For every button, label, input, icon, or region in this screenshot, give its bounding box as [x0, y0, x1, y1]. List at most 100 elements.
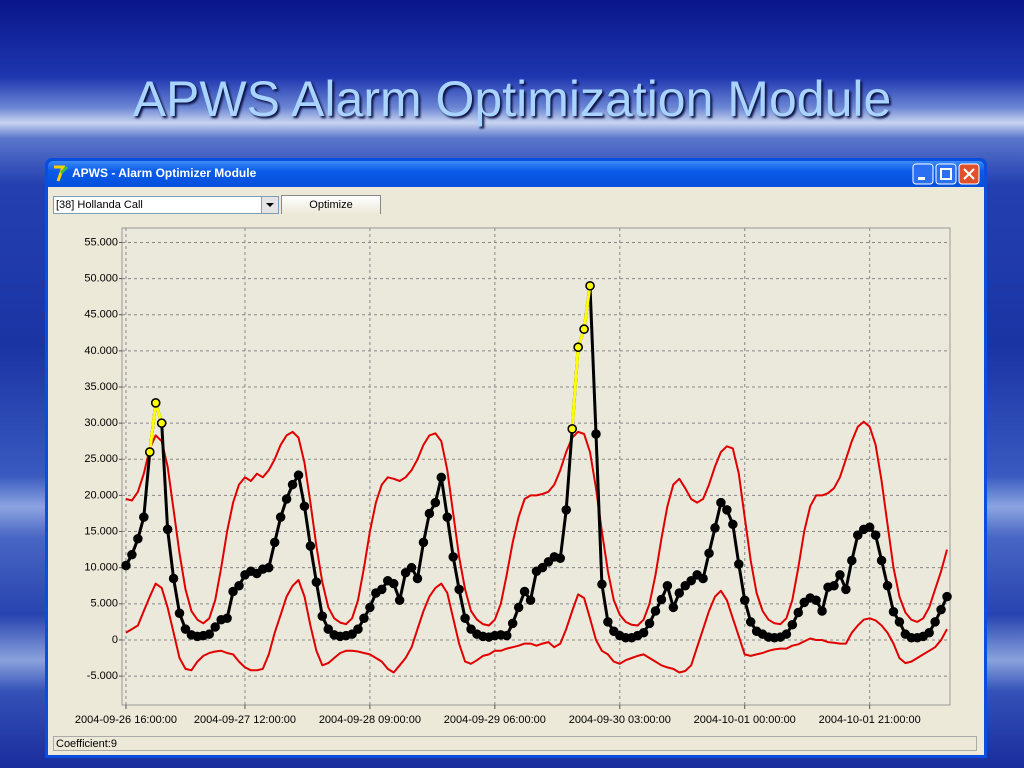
data-point: [674, 588, 685, 598]
y-tick-label: 30.000: [84, 417, 118, 429]
data-point: [234, 581, 244, 591]
x-tick-label: 2004-09-28 09:00:00: [319, 714, 421, 726]
data-point: [121, 560, 131, 571]
data-point: [210, 622, 220, 632]
data-point: [841, 584, 851, 595]
x-tick-label: 2004-09-30 03:00:00: [569, 714, 671, 726]
data-point: [835, 570, 845, 580]
y-tick-label: 15.000: [84, 525, 118, 537]
data-point: [394, 595, 405, 605]
window-title: APWS - Alarm Optimizer Module: [72, 166, 257, 180]
data-point: [311, 577, 322, 587]
data-point: [412, 573, 423, 584]
y-tick-label: 10.000: [84, 562, 118, 574]
window-controls[interactable]: [912, 163, 982, 185]
data-point: [347, 629, 357, 639]
y-tick-label: 0: [112, 634, 118, 646]
minimize[interactable]: [912, 163, 934, 185]
data-point: [781, 629, 792, 639]
data-point: [418, 537, 429, 548]
data-point: [145, 447, 155, 457]
data-point: [525, 595, 536, 605]
x-tick-label: 2004-10-01 00:00:00: [694, 714, 796, 726]
y-tick-label: 45.000: [84, 309, 118, 321]
data-point: [264, 562, 274, 573]
data-point: [537, 562, 548, 573]
data-point: [305, 541, 316, 551]
dropdown[interactable]: [38] Hollanda Call: [53, 196, 279, 214]
data-point: [501, 630, 512, 641]
data-point: [275, 512, 286, 522]
data-point: [888, 607, 899, 617]
data-point: [787, 620, 798, 630]
data-point: [168, 573, 179, 584]
data-point: [507, 618, 518, 629]
data-point: [942, 591, 952, 602]
data-point: [365, 602, 375, 613]
data-point: [870, 530, 881, 540]
y-tick-label: 55.000: [84, 236, 118, 248]
data-point: [222, 613, 232, 624]
data-point: [299, 501, 310, 511]
data-point: [597, 579, 607, 590]
y-tick-label: 35.000: [84, 381, 118, 393]
data-point: [454, 584, 464, 595]
data-point: [156, 418, 167, 428]
data-point: [561, 505, 571, 515]
maximize[interactable]: [935, 163, 957, 185]
data-point: [930, 617, 940, 627]
y-tick-label: 40.000: [84, 345, 118, 357]
series-line: [125, 420, 948, 627]
data-point: [388, 578, 399, 589]
data-point: [710, 523, 720, 533]
optimize-button[interactable]: Optimize: [281, 195, 381, 215]
data-point: [704, 548, 714, 558]
data-point: [228, 586, 238, 597]
data-point: [680, 581, 690, 591]
data-point: [829, 581, 839, 591]
data-point: [174, 608, 185, 618]
y-tick-label: -5.000: [87, 670, 118, 682]
data-point: [745, 617, 756, 627]
data-point: [466, 624, 476, 634]
data-point: [406, 562, 417, 573]
dropdown-arrow[interactable]: [261, 197, 278, 213]
data-point: [442, 512, 453, 522]
data-point: [543, 557, 554, 567]
data-point: [424, 508, 435, 519]
data-point: [281, 494, 292, 504]
data-point: [133, 534, 143, 544]
y-tick-label: 50.000: [84, 272, 118, 284]
data-point: [180, 624, 191, 634]
data-point: [644, 618, 655, 629]
data-point: [591, 429, 601, 439]
data-point: [936, 604, 946, 615]
data-point: [513, 602, 524, 613]
data-point: [698, 573, 708, 584]
data-point: [864, 522, 875, 532]
data-point: [817, 606, 827, 616]
data-point: [567, 424, 577, 434]
series-line: [125, 579, 948, 674]
data-point: [603, 617, 613, 627]
data-point: [162, 524, 173, 535]
data-point: [573, 342, 583, 352]
data-point: [894, 617, 905, 627]
chart: -5.000 0 5.000 10.000 15.000 20.000 25.000 30.0…: [50, 214, 980, 732]
data-point: [269, 537, 280, 548]
data-point: [436, 472, 447, 483]
data-point: [793, 607, 804, 618]
data-point: [811, 595, 821, 605]
data-point: [139, 512, 149, 522]
slide-title: APWS Alarm Optimization Module: [132, 71, 892, 127]
data-point: [323, 624, 334, 634]
data-point: [287, 479, 298, 490]
data-point: [377, 584, 387, 595]
data-point: [317, 611, 328, 621]
data-point: [353, 624, 363, 634]
x-tick-label: 2004-09-29 06:00:00: [444, 714, 546, 726]
data-point: [460, 613, 470, 624]
y-tick-label: 20.000: [84, 489, 118, 501]
data-point: [638, 627, 649, 638]
